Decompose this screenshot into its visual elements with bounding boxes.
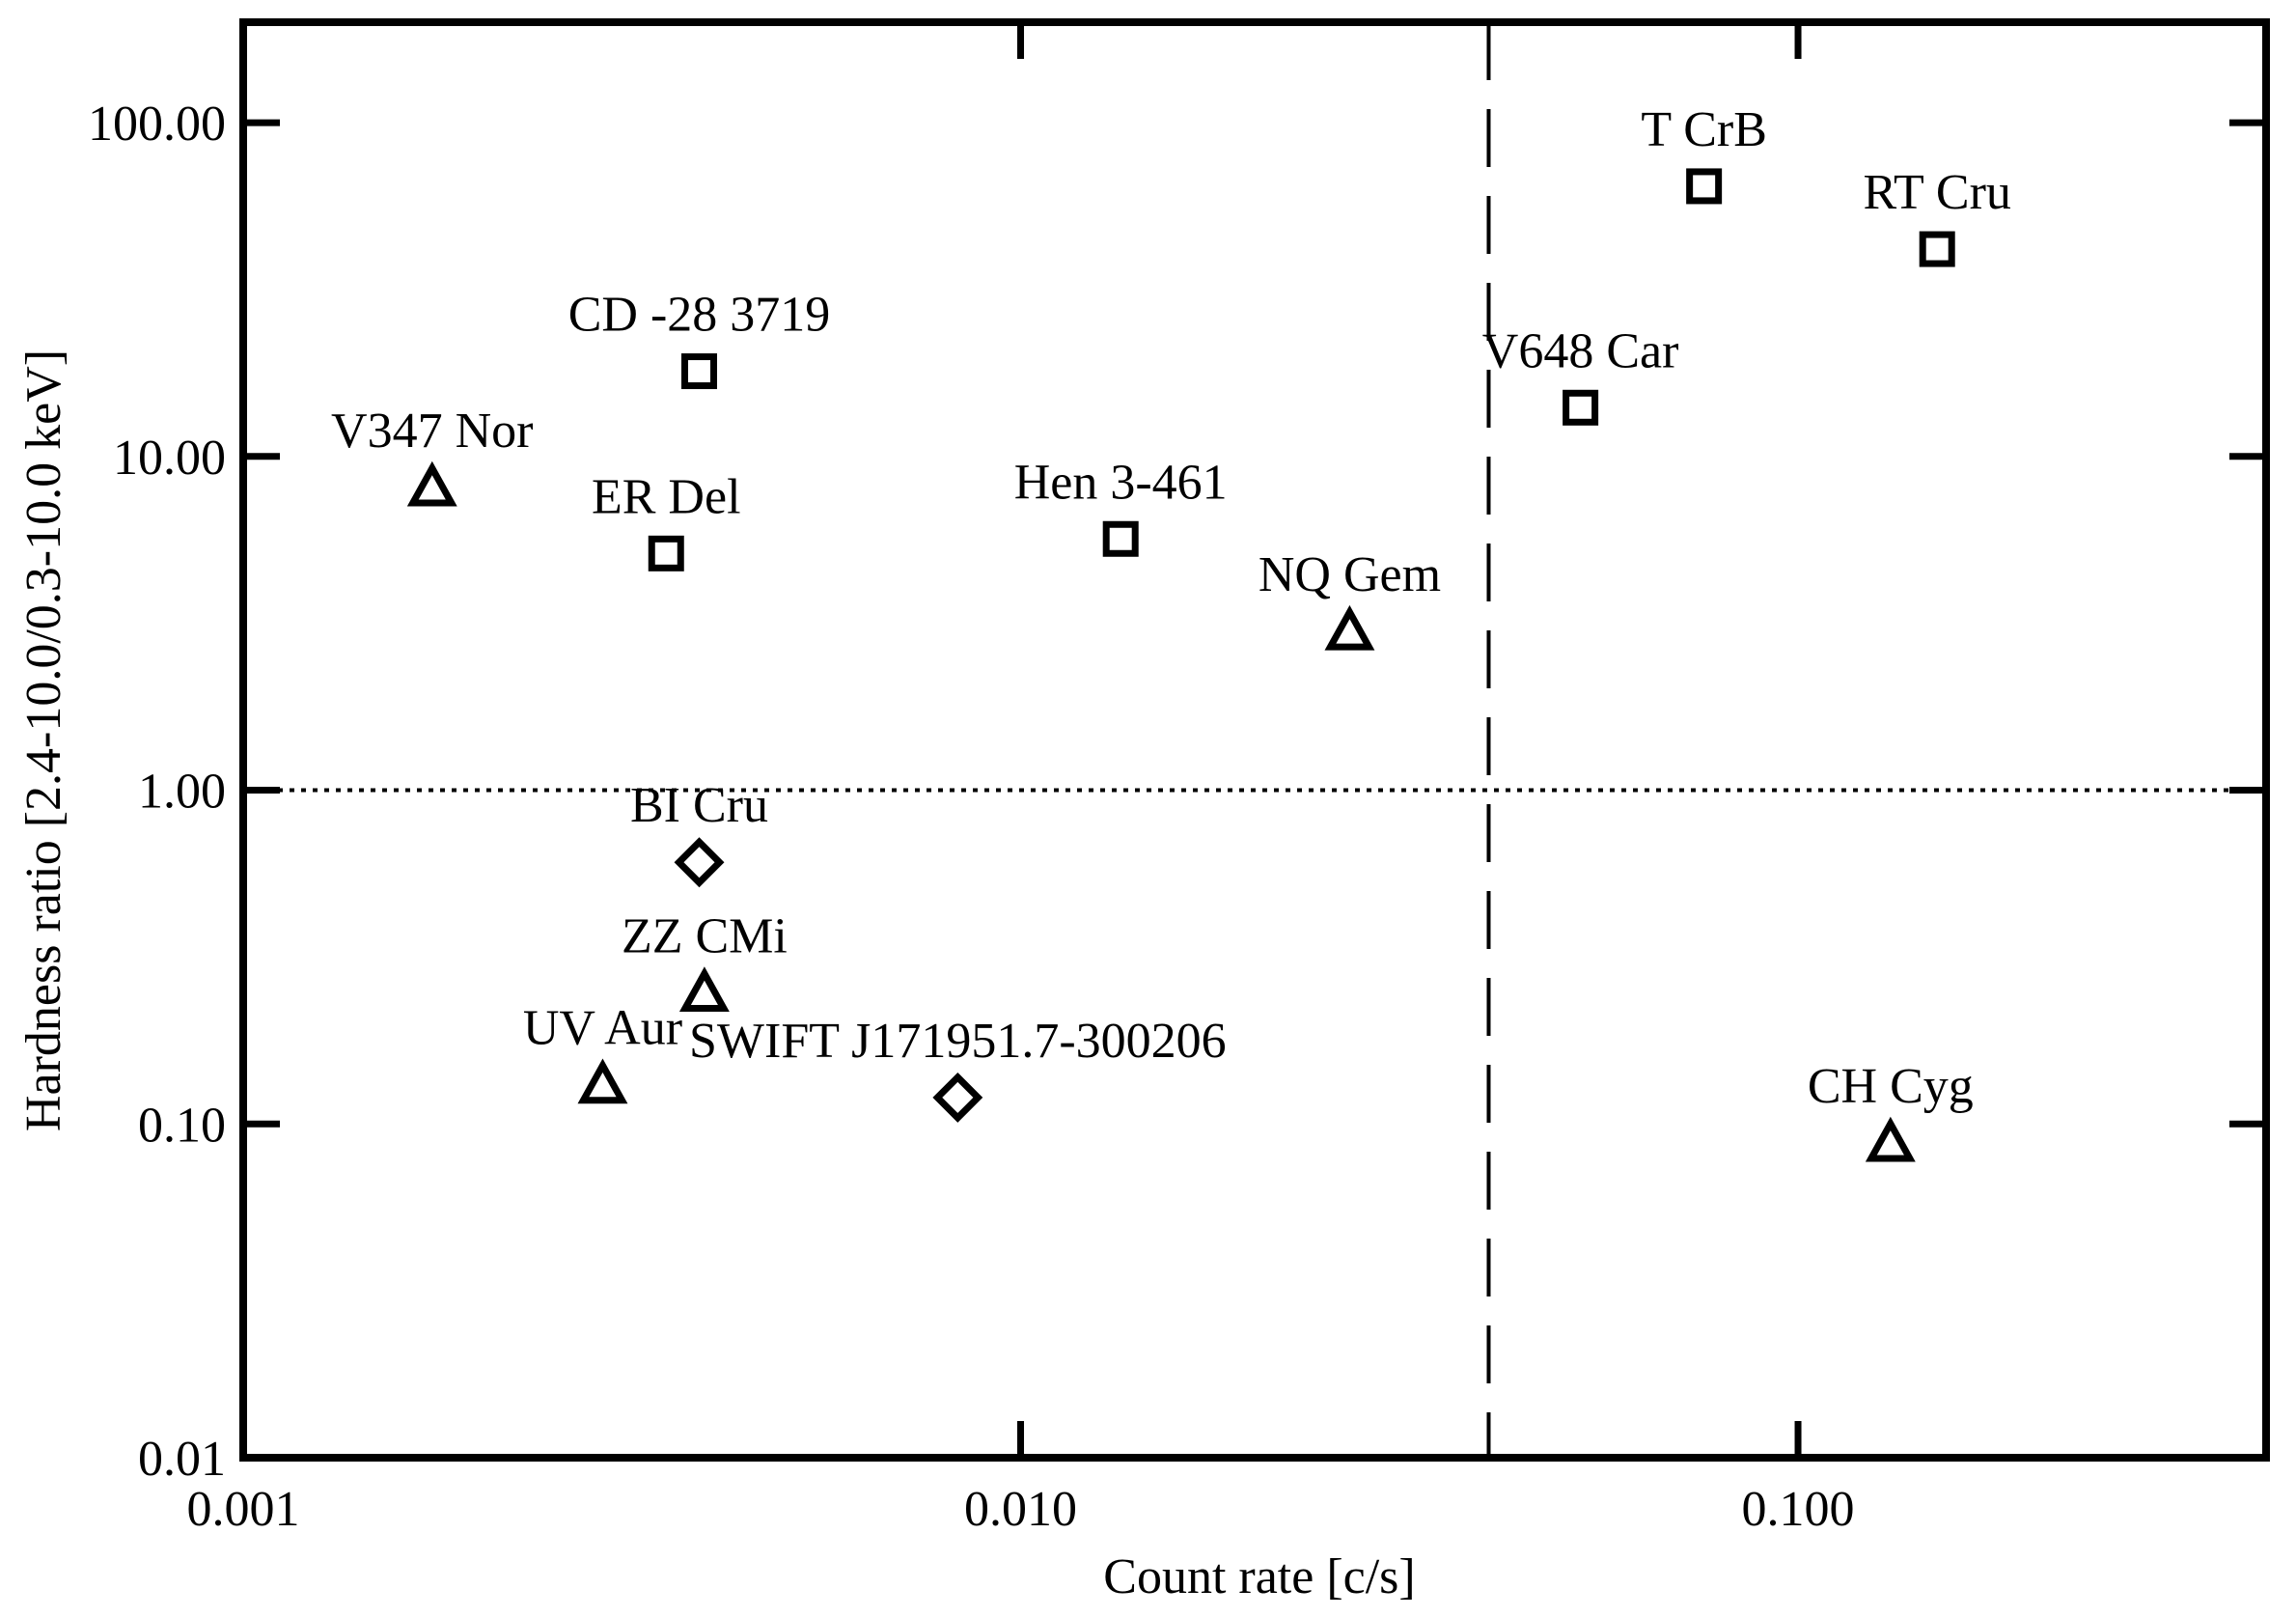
x-axis-title: Count rate [c/s] xyxy=(1103,1549,1415,1604)
point-label: BI Cru xyxy=(630,778,768,833)
square-marker xyxy=(648,535,684,572)
y-tick-label: 1.00 xyxy=(138,765,226,820)
point-label: T CrB xyxy=(1641,102,1767,157)
triangle-marker xyxy=(678,966,730,1012)
diamond-marker xyxy=(674,837,725,888)
square-marker xyxy=(1563,389,1599,426)
plot-frame xyxy=(239,18,2270,1462)
y-tick-label: 0.10 xyxy=(138,1098,226,1153)
y-tick-label: 100.00 xyxy=(88,97,226,152)
point-label: UV Aur xyxy=(523,1001,682,1056)
point-label: NQ Gem xyxy=(1259,547,1441,602)
triangle-marker xyxy=(406,460,457,507)
point-label: Hen 3-461 xyxy=(1014,455,1228,510)
point-label: SWIFT J171951.7-300206 xyxy=(689,1014,1227,1069)
y-axis-title: Hardness ratio [2.4-10.0/0.3-10.0 keV] xyxy=(16,349,71,1131)
x-tick-label: 0.100 xyxy=(1742,1482,1855,1537)
triangle-marker xyxy=(1324,604,1375,651)
square-marker xyxy=(1919,231,1955,267)
point-label: RT Cru xyxy=(1864,165,2011,220)
square-marker xyxy=(681,353,718,390)
square-marker xyxy=(1102,520,1139,557)
y-tick-label: 10.00 xyxy=(113,431,226,486)
point-label: ZZ CMi xyxy=(622,909,788,964)
diamond-marker xyxy=(932,1072,983,1123)
x-tick-label: 0.010 xyxy=(964,1482,1077,1537)
point-label: CD -28 3719 xyxy=(568,288,831,343)
triangle-marker xyxy=(1865,1116,1916,1162)
point-label: V648 Car xyxy=(1482,323,1679,378)
y-tick-label: 0.01 xyxy=(138,1432,226,1487)
triangle-marker xyxy=(577,1058,628,1104)
point-label: ER Del xyxy=(592,469,741,524)
point-label: CH Cyg xyxy=(1808,1059,1974,1114)
point-label: V347 Nor xyxy=(331,404,533,459)
square-marker xyxy=(1686,168,1723,205)
x-tick-label: 0.001 xyxy=(187,1482,300,1537)
